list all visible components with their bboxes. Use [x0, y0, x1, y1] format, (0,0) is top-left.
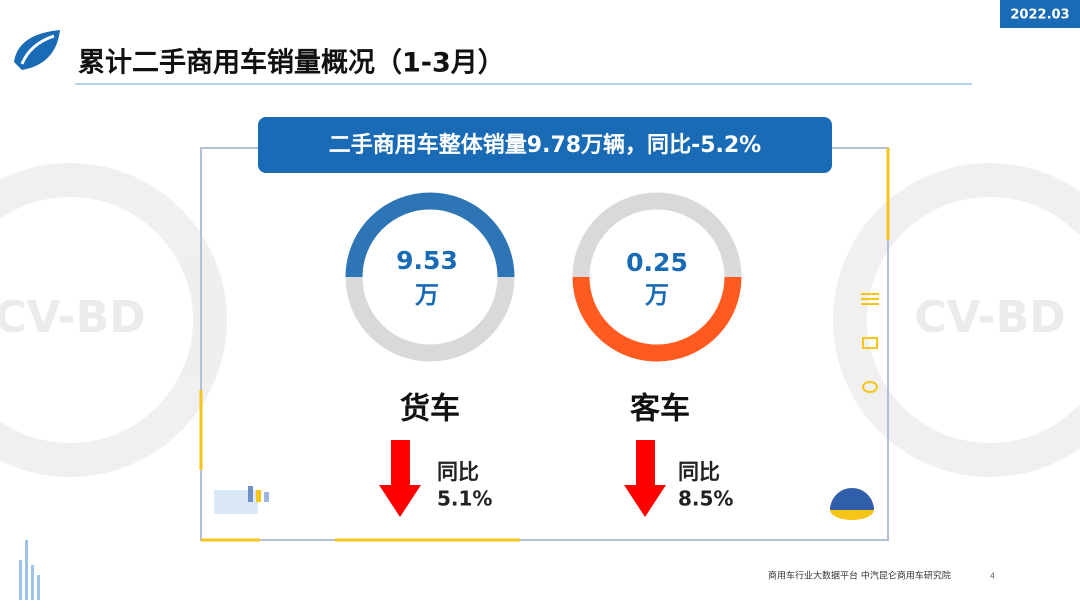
- side-icons: [861, 293, 879, 393]
- decor-icon: [214, 486, 874, 520]
- unit: 万: [415, 281, 439, 309]
- change-value: 8.5%: [678, 487, 733, 511]
- down-arrow: [624, 440, 666, 517]
- value: 0.25: [626, 248, 688, 277]
- value: 9.53: [396, 246, 458, 275]
- donut-arc: [572, 276, 742, 362]
- category-label: 货车: [400, 392, 460, 427]
- change-value: 5.1%: [437, 487, 492, 511]
- page-number: 4: [990, 572, 995, 581]
- decor-bars: [19, 540, 40, 600]
- logo-stroke: [20, 34, 55, 65]
- unit: 万: [645, 281, 669, 309]
- donut-arc: [572, 192, 742, 278]
- donut-arc: [345, 192, 515, 278]
- change-label: 同比: [437, 460, 479, 484]
- date-box: [1000, 0, 1080, 28]
- title: 累计二手商用车销量概况（1-3月）: [78, 47, 505, 79]
- change-label: 同比: [678, 460, 720, 484]
- banner-text: 二手商用车整体销量9.78万辆，同比-5.2%: [329, 132, 761, 158]
- category-label: 客车: [630, 392, 690, 427]
- date: 2022.03: [1010, 8, 1069, 23]
- watermark-ring: [833, 163, 1080, 477]
- watermark-text: CV-BD: [914, 292, 1065, 343]
- donut-arc: [345, 276, 515, 362]
- down-arrow: [379, 440, 421, 517]
- watermark-ring: [0, 163, 227, 477]
- banner: [258, 117, 832, 173]
- watermark-text: CV-BD: [0, 292, 146, 343]
- watermark-group: CV-BD CV-BD: [0, 163, 1080, 477]
- footer-source: 商用车行业大数据平台 中汽昆仑商用车研究院: [768, 570, 951, 582]
